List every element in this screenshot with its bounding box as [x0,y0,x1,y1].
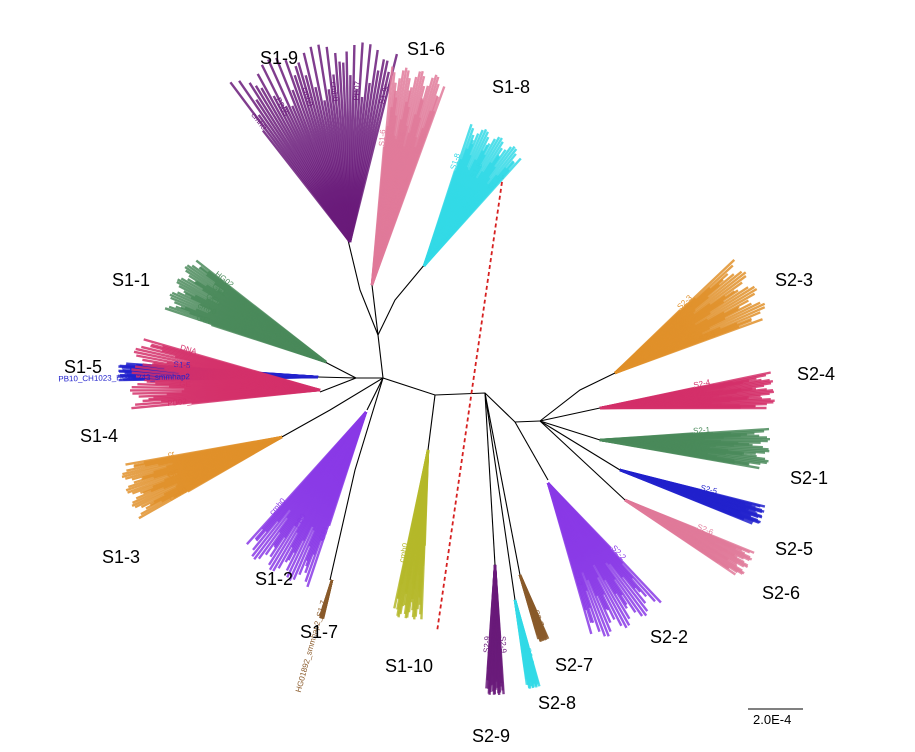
leaf-label-s1-9: PB07 [352,80,362,101]
branch-s2-5 [539,420,621,471]
branch-s1-1 [324,361,357,379]
leaf-label-s1-7: HG01892_smmhap2_S1-7 [294,599,328,694]
leaf-label-s1-4: cmh0 [173,361,194,373]
leaf-branch-s2-6 [624,499,737,576]
leaf-label-s1-5: S1-5 [173,360,191,370]
clade-label-s2-3: S2-3 [775,270,813,290]
leaf-branch-s2-8 [513,599,529,685]
clade-label-s1-1: S1-1 [112,270,150,290]
clade-label-s1-9: S1-9 [260,48,298,68]
clade-label-s1-4: S1-4 [80,426,118,446]
clade-label-s1-7: S1-7 [300,622,338,642]
clade-label-s2-4: S2-4 [797,364,835,384]
tree-branches [279,239,626,601]
branch-s2-1 [539,420,601,441]
branch-s1-4 [319,377,357,393]
branch-s1-5 [317,376,357,379]
branch-s2-8 [484,392,516,601]
leaf-branch-s2-5 [619,468,753,525]
branch-root [382,377,541,423]
clade-labels: S1-9 S1-6 S1-8 S1-1 S1-5 S1-4 S1-3 S1-2 S1-7 S1-1… [64,39,835,746]
leaf-branch-s2-3 [614,318,763,375]
branch-s2-2 [514,421,549,481]
branch-s2-6 [539,420,626,501]
leaf-branch-s2-2 [546,482,593,635]
branch-s1-6 [371,284,379,336]
clade-label-s1-3: S1-3 [102,547,140,567]
leaf-label-s2-1: S2-1 [693,425,711,435]
branch-s1-10 [427,394,436,451]
leaf-label-s1-10: HG02 [417,545,427,567]
leaf-branch-s1-9 [348,53,399,243]
scale-bar-label: 2.0E-4 [753,712,791,727]
leaf-label-s1-3: cr [167,449,175,459]
leaf-label-s2-5: S2-5 [700,483,719,496]
clade-label-s1-6: S1-6 [407,39,445,59]
leaf-branch-s2-1 [599,438,760,470]
leaf-label-s1-4: PB02_ [167,396,192,408]
leaf-label-s1-6: S1-6 [395,131,408,150]
clade-label-s2-2: S2-2 [650,627,688,647]
branch-s2-9 [484,392,496,566]
leaf-label-s2-8: S2-8 [523,647,535,666]
branch-s1-7 [329,377,384,581]
clade-label-s1-10: S1-10 [385,656,433,676]
leaf-branch-s1-6 [370,86,446,286]
leaf-label-s2-1: S2-1 [692,449,711,461]
leaf-label-s2-9: S2-9 [498,636,508,654]
branch-s1-9 [347,239,379,336]
branch-s2-3 [539,372,616,422]
leaf-branch-s1-8 [423,157,522,267]
leaf-label-s1-10: cmh0 [397,542,410,564]
branch-s1-2 [366,377,384,411]
clade-label-s2-6: S2-6 [762,583,800,603]
branch-s1-3 [279,377,384,439]
leaf-branch-s1-4 [143,338,321,392]
leaf-branch-s1-10 [393,449,430,609]
leaf-branch-s1-7 [319,579,334,617]
clade-label-s2-9: S2-9 [472,726,510,746]
clade-label-s1-8: S1-8 [492,77,530,97]
leaf-label-s1-9: cmh0 [329,81,340,102]
leaf-label-s2-1: S2-1 [693,438,711,448]
leaf-label-s2-4: S2-4 [693,378,712,390]
clade-separator-line [436,174,504,633]
branch-s2-4 [539,407,601,422]
scale-bar: 2.0E-4 [748,708,803,727]
leaf-label-s1-5: PB10_CH1023_HG01243_smmhap2 [58,372,190,383]
leaf-fans [117,42,775,695]
leaf-branch-s2-9 [485,564,497,689]
leaf-label-s1-4: GE [179,380,191,389]
leaf-branch-s2-7 [518,574,540,640]
branch-s2-7 [484,392,521,576]
leaf-branch-s1-3 [125,435,283,466]
leaf-branch-s1-1 [195,259,327,363]
clade-label-s2-5: S2-5 [775,539,813,559]
leaf-label-s1-6: S1-6 [377,129,387,147]
clade-label-s2-7: S2-7 [555,655,593,675]
clade-label-s1-2: S1-2 [255,569,293,589]
clade-label-s2-1: S2-1 [790,468,828,488]
clade-label-s2-8: S2-8 [538,693,576,713]
branch-s1-upper [377,257,431,379]
leaf-label-s2-4: S2-4 [696,401,713,410]
leaf-label-s1-3: GE [167,468,181,480]
clade-label-s1-5: S1-5 [64,357,102,377]
leaf-branch-s1-2 [246,411,367,546]
leaf-label-s2-9: S2-9 [482,635,492,653]
